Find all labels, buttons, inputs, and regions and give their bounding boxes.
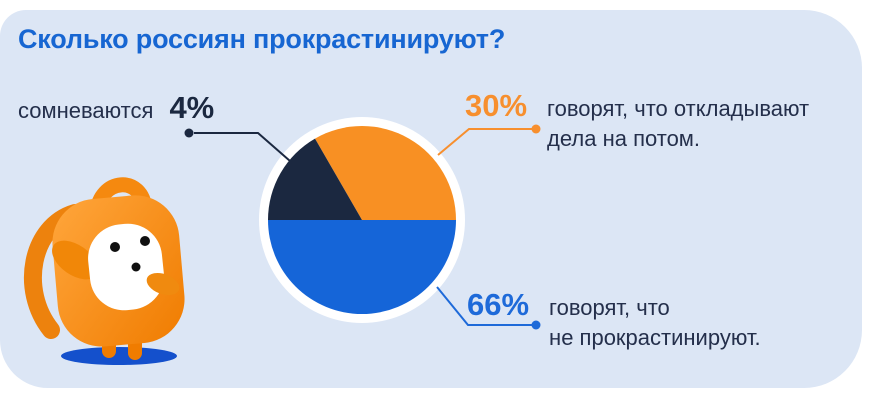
mascot-mouth-dot (131, 262, 141, 272)
mascot-backpack (23, 177, 185, 365)
callout-postpone-line2: дела на потом. (547, 126, 701, 151)
callout-doubt-label: сомневаются (18, 98, 154, 123)
callout-not-procrastinate: 66% говорят, что не прокрастинируют. (467, 289, 761, 353)
callout-not-line2: не прокрастинируют. (549, 325, 761, 350)
mascot-ear (52, 240, 98, 280)
mascot-eye-right (140, 236, 150, 246)
callout-not-pct: 66% (467, 287, 530, 322)
callout-not-line1: говорят, что (549, 295, 670, 320)
callout-postpone-text: говорят, что откладывают дела на потом. (547, 94, 809, 154)
mascot-beak (146, 272, 180, 296)
callout-doubt: сомневаются 4% (18, 92, 214, 126)
callout-doubt-pct: 4% (169, 90, 215, 125)
page-title: Сколько россиян прокрастинируют? (18, 24, 506, 54)
callout-postpone-pct: 30% (465, 88, 528, 123)
mascot-eye-left (110, 242, 120, 252)
callout-not-text: говорят, что не прокрастинируют. (549, 293, 761, 353)
mascot-shadow (61, 347, 177, 365)
callout-postpone-line1: говорят, что откладывают (547, 96, 810, 121)
callout-postpone: 30% говорят, что откладывают дела на пот… (465, 90, 809, 154)
